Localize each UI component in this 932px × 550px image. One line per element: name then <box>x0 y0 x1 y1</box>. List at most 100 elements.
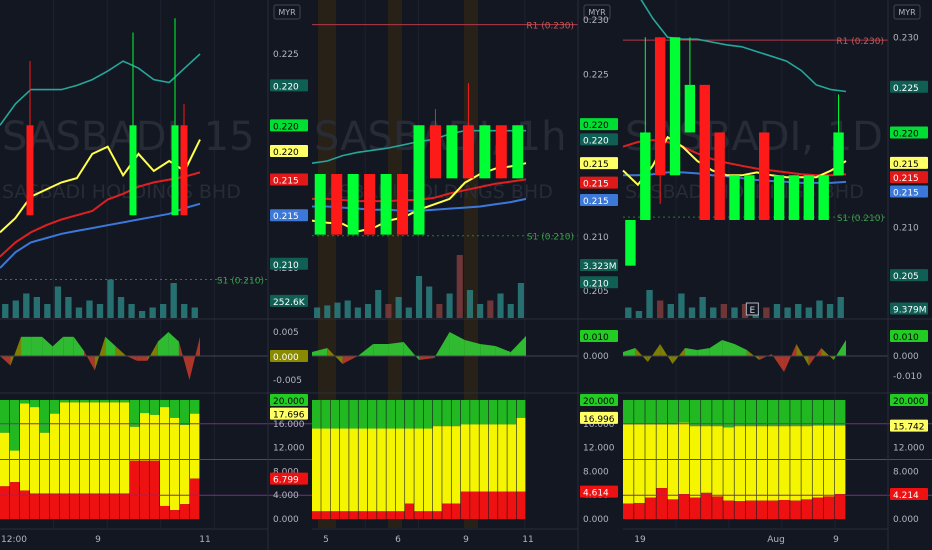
volume-bar <box>138 311 146 318</box>
stack-bar-yellow <box>330 428 340 512</box>
stack-bar-green <box>367 399 377 429</box>
earnings-marker[interactable] <box>745 302 759 316</box>
candle <box>699 84 710 220</box>
oscillator-area <box>63 336 74 356</box>
candle <box>773 175 785 220</box>
oscillator-area <box>52 336 64 356</box>
stack-badge <box>580 485 618 498</box>
stack-bar-red <box>498 491 507 520</box>
stack-bar-red <box>767 500 779 520</box>
stack-bar-red <box>623 503 634 520</box>
price-badge-label: 0.220 <box>583 136 609 146</box>
stack-bar-green <box>488 399 498 425</box>
price-tick-label: 0.230 <box>893 33 919 43</box>
stack-bar-red <box>377 511 386 520</box>
stack-bar-yellow <box>734 426 746 502</box>
oscillator-area <box>178 341 190 380</box>
stack-bar-green <box>801 399 812 427</box>
stack-bar-yellow <box>377 428 386 512</box>
stack-bar-yellow <box>645 424 656 498</box>
stack-badge-label: 6.799 <box>273 476 299 486</box>
volume-bar <box>731 307 738 318</box>
stack-bar-yellow <box>40 432 50 494</box>
stack-bar-red <box>170 510 180 520</box>
volume-bar <box>170 283 177 318</box>
chart-panel-1[interactable]: SASBADI, 15 SASBADI HOLDINGS BHD S1 (0.210… <box>0 0 312 550</box>
price-badge-label: 0.220 <box>273 82 299 92</box>
candle <box>171 125 179 216</box>
stack-bar-red <box>756 500 768 520</box>
stack-tick-label: 12.000 <box>273 444 305 454</box>
volume-bar <box>795 304 802 318</box>
oscillator-badge-label: 0.000 <box>273 353 299 363</box>
stack-bar-yellow <box>367 428 377 512</box>
support-label: S1 (0.210) <box>217 276 264 286</box>
oscillator-area <box>660 344 673 364</box>
stack-tick-label: 12.000 <box>893 444 925 454</box>
currency-button[interactable] <box>893 4 921 20</box>
stack-bar-red <box>507 491 517 520</box>
price-badge <box>890 185 928 198</box>
volume-bar <box>784 307 791 318</box>
stack-bar-yellow <box>689 426 701 498</box>
stack-bar-yellow <box>395 428 405 512</box>
stack-bar-red <box>701 492 712 520</box>
volume-bar <box>625 307 632 318</box>
price-badge <box>270 173 308 186</box>
stack-bar-yellow <box>801 426 812 500</box>
watermark-company: SASBADI HOLDINGS BHD <box>2 181 241 203</box>
stack-badge-label: 20.000 <box>893 397 925 407</box>
currency-button[interactable] <box>273 4 301 20</box>
price-badge-label: 0.215 <box>893 174 919 184</box>
time-tick-label: 9 <box>463 535 469 545</box>
stack-badge-label: 4.214 <box>893 491 919 501</box>
oscillator-area <box>697 348 710 356</box>
volume-bar <box>96 304 104 318</box>
stack-bar-red <box>30 493 40 520</box>
stack-bar-yellow <box>779 426 790 501</box>
stack-bar-yellow <box>405 428 414 504</box>
volume-bar <box>667 304 674 318</box>
stack-bar-yellow <box>130 426 140 461</box>
volume-bar <box>456 255 463 318</box>
stack-bar-yellow <box>667 424 679 500</box>
stack-bar-yellow <box>498 424 507 492</box>
stack-tick-label: 4.000 <box>273 491 299 501</box>
stack-bar-red <box>656 488 667 520</box>
stack-bar-yellow <box>623 424 634 504</box>
stack-bar-green <box>689 399 701 427</box>
support-label: S1 (0.210) <box>837 214 884 224</box>
stack-bar-yellow <box>60 402 70 494</box>
stack-bar-green <box>358 399 368 429</box>
candle <box>462 125 474 179</box>
time-tick-label: 11 <box>522 535 533 545</box>
price-badge <box>270 145 308 158</box>
candle <box>180 125 188 216</box>
oscillator-area <box>73 336 85 356</box>
currency-button[interactable] <box>583 4 611 20</box>
stack-bar-red <box>689 497 701 520</box>
stack-bar-green <box>712 399 723 427</box>
volume-bar <box>405 307 412 318</box>
stack-bar-red <box>120 493 130 520</box>
stack-bar-green <box>10 399 20 451</box>
volume-bar <box>314 307 321 318</box>
stack-badge <box>890 488 928 501</box>
stack-bar-green <box>140 399 150 414</box>
stack-bar-green <box>180 399 190 425</box>
volume-bar <box>446 293 453 318</box>
oscillator-area <box>312 348 328 356</box>
stack-bar-yellow <box>460 424 470 492</box>
stack-bar-green <box>60 399 70 403</box>
price-tick-label: 0.205 <box>583 287 609 297</box>
currency-label: MYR <box>588 8 606 17</box>
stack-bar-green <box>70 399 80 403</box>
stack-bar-red <box>432 511 442 520</box>
stack-bar-yellow <box>70 402 80 494</box>
oscillator-area <box>821 348 834 360</box>
candle <box>364 173 376 235</box>
stack-bar-green <box>20 399 30 404</box>
